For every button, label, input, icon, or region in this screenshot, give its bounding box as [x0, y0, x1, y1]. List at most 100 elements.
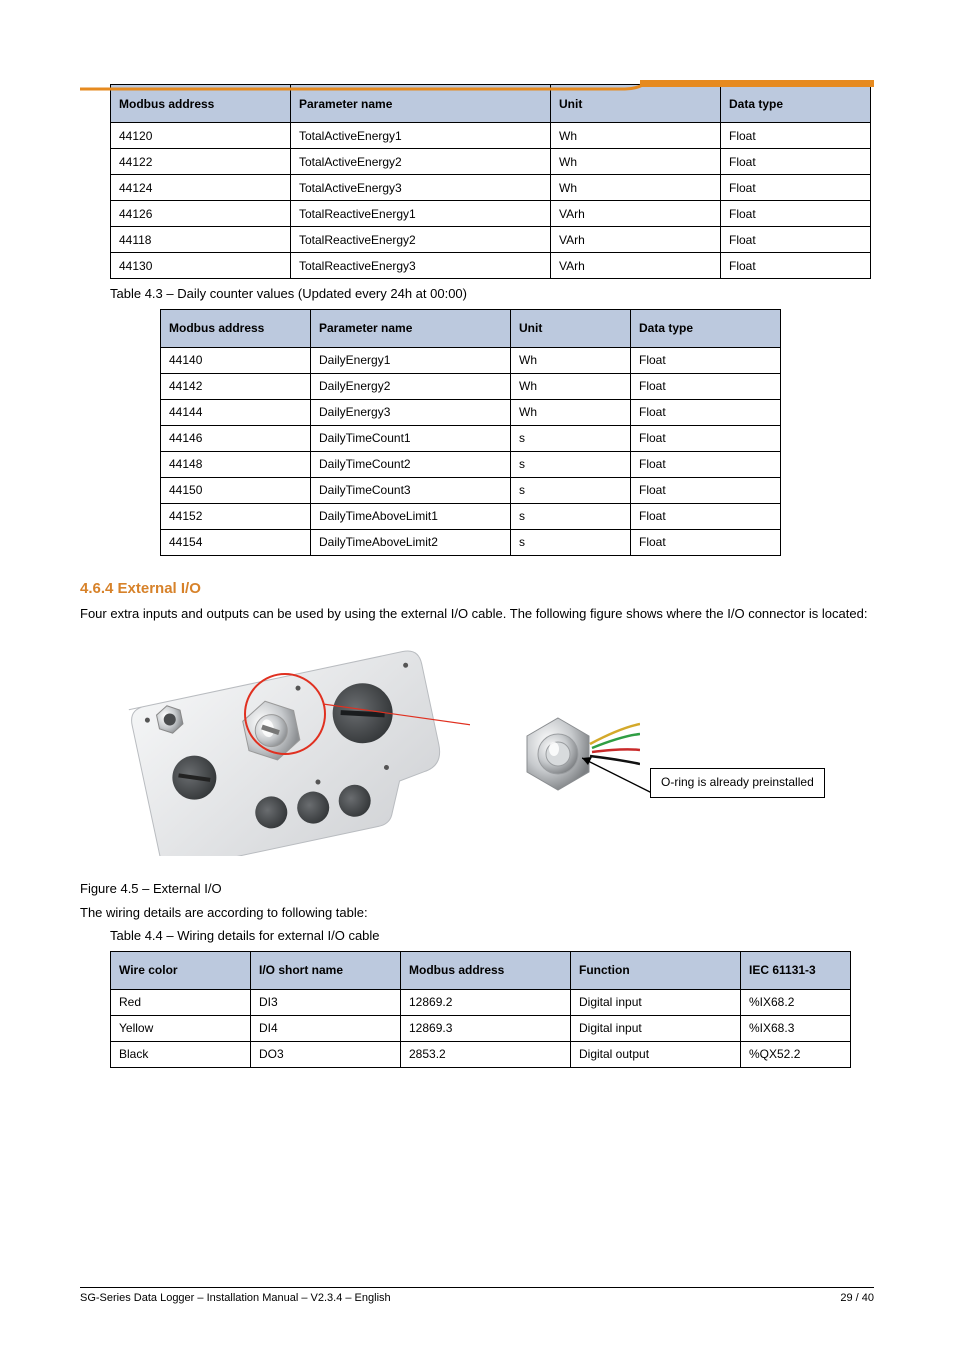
table-cell: 44140 [161, 347, 311, 373]
table-cell: DI3 [251, 989, 401, 1015]
table-cell: TotalReactiveEnergy1 [291, 201, 551, 227]
table-cell: TotalReactiveEnergy3 [291, 253, 551, 279]
table-cell: TotalReactiveEnergy2 [291, 227, 551, 253]
table-cell: 12869.2 [401, 989, 571, 1015]
table-cell: 44154 [161, 529, 311, 555]
table-header: I/O short name [251, 951, 401, 989]
table-cell: Digital input [571, 1015, 741, 1041]
table-cell: 44118 [111, 227, 291, 253]
table-cell: s [511, 503, 631, 529]
table-cell: 44150 [161, 477, 311, 503]
table-cell: Float [631, 373, 781, 399]
table-cell: 44126 [111, 201, 291, 227]
table-cell: Float [631, 451, 781, 477]
table-cell: 44120 [111, 123, 291, 149]
table-cell: %IX68.2 [741, 989, 851, 1015]
table-row: RedDI312869.2Digital input%IX68.2 [111, 989, 851, 1015]
table-cell: TotalActiveEnergy2 [291, 149, 551, 175]
table-cell: s [511, 477, 631, 503]
table-cell: Digital output [571, 1041, 741, 1067]
table-cell: 12869.3 [401, 1015, 571, 1041]
table-row: YellowDI412869.3Digital input%IX68.3 [111, 1015, 851, 1041]
table-cell: DailyEnergy3 [311, 399, 511, 425]
table-cell: %IX68.3 [741, 1015, 851, 1041]
table-row: 44130TotalReactiveEnergy3VArhFloat [111, 253, 871, 279]
table-header: Parameter name [311, 309, 511, 347]
table-cell: DailyEnergy1 [311, 347, 511, 373]
table-cell: Float [631, 503, 781, 529]
table-header: Modbus address [401, 951, 571, 989]
callout-oring: O-ring is already preinstalled [650, 768, 825, 798]
table-header: Unit [511, 309, 631, 347]
table-row: 44122TotalActiveEnergy2WhFloat [111, 149, 871, 175]
table-cell: Wh [551, 175, 721, 201]
table-cell: Float [631, 529, 781, 555]
table-row: 44142DailyEnergy2WhFloat [161, 373, 781, 399]
table-cell: 44130 [111, 253, 291, 279]
wiring-intro: The wiring details are according to foll… [80, 904, 874, 922]
table-row: 44126TotalReactiveEnergy1VArhFloat [111, 201, 871, 227]
table-cell: 44144 [161, 399, 311, 425]
header-rule [80, 80, 874, 94]
table-cell: TotalActiveEnergy3 [291, 175, 551, 201]
table-cell: Wh [551, 123, 721, 149]
table-cell: DailyTimeCount2 [311, 451, 511, 477]
table-row: 44152DailyTimeAboveLimit1sFloat [161, 503, 781, 529]
table-header: Data type [631, 309, 781, 347]
table-cell: 44152 [161, 503, 311, 529]
table-row: 44118TotalReactiveEnergy2VArhFloat [111, 227, 871, 253]
table-row: 44146DailyTimeCount1sFloat [161, 425, 781, 451]
table-cell: Float [721, 149, 871, 175]
table-cell: 44142 [161, 373, 311, 399]
table-row: 44120TotalActiveEnergy1WhFloat [111, 123, 871, 149]
table-cell: s [511, 451, 631, 477]
table-cell: Float [721, 253, 871, 279]
table-cell: Wh [511, 373, 631, 399]
table-cell: Wh [551, 149, 721, 175]
table-cell: 2853.2 [401, 1041, 571, 1067]
panel-illustration [120, 636, 470, 856]
table-cell: Float [631, 347, 781, 373]
table-row: 44144DailyEnergy3WhFloat [161, 399, 781, 425]
table-cell: Float [721, 175, 871, 201]
table-row: 44150DailyTimeCount3sFloat [161, 477, 781, 503]
table-cell: Wh [511, 347, 631, 373]
table-cell: %QX52.2 [741, 1041, 851, 1067]
table-cell: Float [631, 477, 781, 503]
table-row: BlackDO32853.2Digital output%QX52.2 [111, 1041, 851, 1067]
table-cell: Float [631, 425, 781, 451]
table-cell: DailyTimeCount3 [311, 477, 511, 503]
table-cell: DI4 [251, 1015, 401, 1041]
footer-left: SG-Series Data Logger – Installation Man… [80, 1292, 391, 1304]
table-cell: Red [111, 989, 251, 1015]
figure-external-io: O-ring is already preinstalled [80, 636, 874, 866]
table-cell: Wh [511, 399, 631, 425]
table2-caption: Table 4.3 – Daily counter values (Update… [110, 285, 874, 303]
table-cell: Float [631, 399, 781, 425]
footer-right: 29 / 40 [840, 1292, 874, 1304]
table-row: 44148DailyTimeCount2sFloat [161, 451, 781, 477]
table-cell: VArh [551, 227, 721, 253]
page-footer: SG-Series Data Logger – Installation Man… [80, 1287, 874, 1304]
table-cell: s [511, 425, 631, 451]
table-header: Modbus address [161, 309, 311, 347]
table-cell: TotalActiveEnergy1 [291, 123, 551, 149]
table-row: 44140DailyEnergy1WhFloat [161, 347, 781, 373]
table-cell: VArh [551, 201, 721, 227]
table-cell: DailyTimeCount1 [311, 425, 511, 451]
table-cell: DailyEnergy2 [311, 373, 511, 399]
table-wiring: Wire colorI/O short nameModbus addressFu… [110, 951, 851, 1068]
table-header: Wire color [111, 951, 251, 989]
table-cell: Yellow [111, 1015, 251, 1041]
table-cell: Digital input [571, 989, 741, 1015]
table-cell: Float [721, 201, 871, 227]
table-modbus-total-energy: Modbus addressParameter nameUnitData typ… [110, 84, 871, 279]
table-cell: Float [721, 123, 871, 149]
table-cell: s [511, 529, 631, 555]
table3-caption: Table 4.4 – Wiring details for external … [110, 927, 874, 945]
table-cell: DailyTimeAboveLimit1 [311, 503, 511, 529]
table-header: Function [571, 951, 741, 989]
table-row: 44154DailyTimeAboveLimit2sFloat [161, 529, 781, 555]
table-cell: Float [721, 227, 871, 253]
figure-caption: Figure 4.5 – External I/O [80, 880, 874, 898]
